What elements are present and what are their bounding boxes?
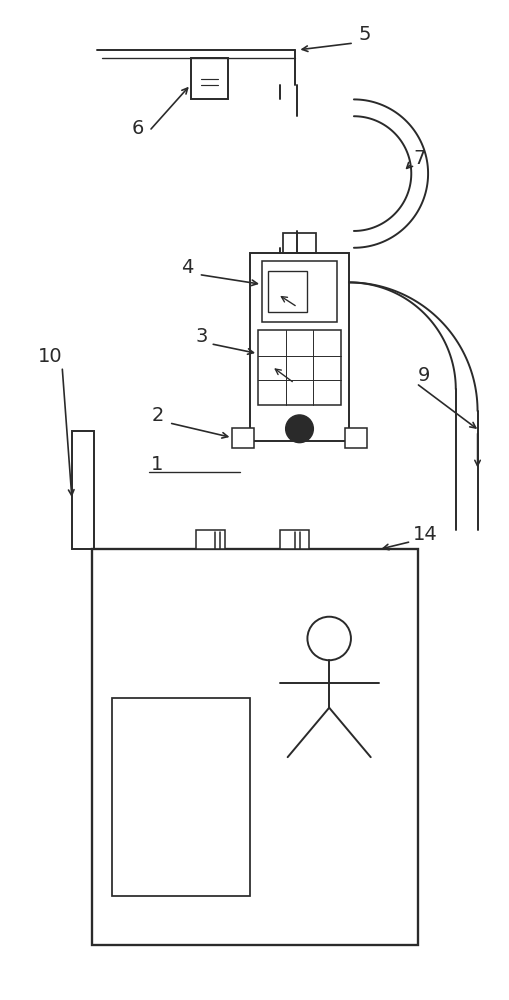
Bar	[249, 253, 348, 441]
Text: 7: 7	[412, 149, 425, 168]
Text: 6: 6	[131, 119, 144, 138]
Bar	[267, 271, 307, 312]
Text: 3: 3	[195, 327, 208, 346]
Text: 2: 2	[151, 406, 163, 425]
Bar	[344, 428, 366, 448]
Bar	[195, 530, 225, 549]
Bar	[190, 58, 228, 99]
Bar	[279, 530, 309, 549]
Text: 9: 9	[417, 366, 430, 385]
Text: 14: 14	[412, 525, 437, 544]
Bar	[262, 261, 336, 322]
Bar	[232, 428, 253, 448]
Bar	[282, 233, 316, 253]
Text: 10: 10	[37, 347, 62, 366]
Text: 1: 1	[151, 455, 163, 474]
Text: 5: 5	[358, 25, 371, 44]
Circle shape	[285, 415, 313, 443]
Bar	[258, 330, 341, 405]
Text: 4: 4	[181, 258, 193, 277]
Bar	[72, 431, 94, 549]
Bar	[111, 698, 249, 896]
Bar	[92, 549, 417, 945]
